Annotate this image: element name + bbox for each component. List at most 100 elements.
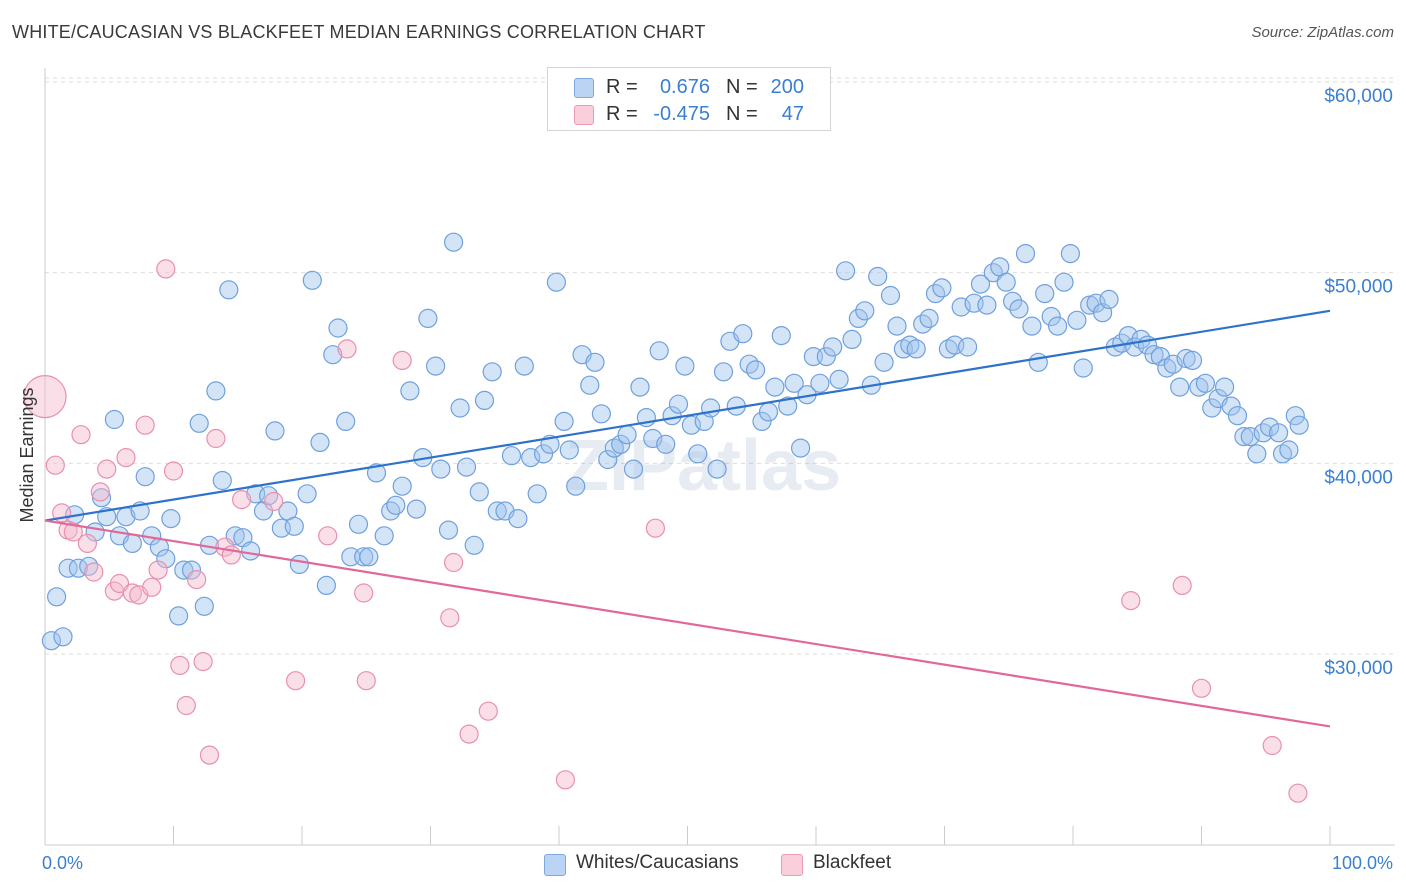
whites-caucasians-point (444, 232, 464, 252)
blackfeet-point (1172, 575, 1192, 596)
whites-caucasians-point (1060, 244, 1081, 264)
whites-caucasians-point (758, 402, 779, 422)
blackfeet-point (193, 651, 213, 672)
blackfeet-point (109, 573, 130, 594)
blackfeet-point (555, 770, 576, 790)
whites-caucasians-point (713, 362, 734, 382)
whites-caucasians-point (1035, 284, 1055, 304)
blackfeet-point (90, 482, 110, 502)
whites-caucasians-point (310, 432, 330, 452)
whites-caucasians-point (765, 377, 785, 397)
blackfeet-point (116, 448, 136, 468)
blackfeet-point (645, 518, 666, 538)
whites-caucasians-point (259, 486, 279, 506)
whites-caucasians-point (406, 499, 426, 519)
whites-caucasians-point (1279, 440, 1299, 460)
whites-caucasians-point (122, 533, 142, 554)
blackfeet-point (77, 533, 98, 554)
whites-caucasians-point (418, 308, 438, 328)
whites-caucasians-point (323, 345, 343, 365)
whites-caucasians-point (566, 476, 586, 496)
blackfeet-point (63, 522, 83, 542)
whites-caucasians-point (501, 446, 522, 466)
whites-caucasians-point (135, 467, 155, 487)
whites-caucasians-point (848, 308, 869, 328)
stats-legend: R = 0.676 N = 200 R = -0.475 N = 47 (547, 67, 831, 131)
source-label: Source: ZipAtlas.com (1251, 24, 1394, 41)
legend-label-whites: Whites/Caucasians (576, 852, 739, 873)
blackfeet-point (135, 415, 155, 435)
whites-caucasians-point (386, 495, 406, 515)
blackfeet-point (71, 425, 91, 445)
whites-caucasians-point (957, 337, 978, 357)
trendline-blackfeet (44, 519, 1331, 728)
blackfeet-point (1121, 590, 1141, 611)
whites-caucasians-point (328, 318, 348, 338)
blackfeet-point (264, 491, 284, 512)
whites-caucasians-point (206, 381, 226, 401)
chart-title: WHITE/CAUCASIAN VS BLACKFEET MEDIAN EARN… (12, 22, 706, 42)
whites-caucasians-point (450, 398, 470, 418)
blackfeet-point (170, 655, 190, 676)
whites-caucasians-point (189, 413, 209, 433)
whites-caucasians-point (1285, 406, 1305, 426)
whites-caucasians-point (265, 421, 285, 441)
whites-caucasians-point (970, 274, 991, 294)
blackfeet-point (1288, 783, 1308, 803)
whites-caucasians-point (156, 549, 176, 569)
legend-label-blackfeet: Blackfeet (813, 852, 892, 873)
whites-caucasians-point (533, 444, 554, 464)
whites-caucasians-point (868, 266, 888, 287)
whites-caucasians-point (623, 459, 644, 479)
whites-caucasians-point (212, 470, 232, 491)
whites-caucasians-point (681, 415, 702, 435)
legend-swatch-pink (574, 105, 594, 125)
whites-caucasians-point (359, 547, 379, 567)
whites-caucasians-point (1195, 373, 1216, 393)
whites-caucasians-point (174, 560, 194, 580)
whites-caucasians-point (668, 394, 689, 414)
legend-n-value: 200 (770, 76, 804, 98)
x-tick-labels: 0.0% 100.0% (42, 853, 1393, 873)
whites-caucasians-point (554, 411, 574, 431)
blackfeet-point (232, 490, 252, 510)
whites-caucasians-point (400, 381, 420, 401)
y-axis-label: Median Earnings (17, 387, 37, 522)
whites-caucasians-point (810, 373, 830, 393)
whites-caucasians-point (46, 587, 67, 607)
whites-caucasians-point (745, 360, 766, 380)
whites-caucasians-point (1067, 310, 1087, 330)
whites-caucasians-point (161, 508, 181, 529)
whites-caucasians-point (855, 301, 875, 321)
x-tick-label: 0.0% (42, 853, 83, 873)
blackfeet-point (337, 339, 357, 359)
whites-caucasians-point (1009, 299, 1029, 319)
whites-caucasians-point (1289, 415, 1309, 435)
whites-caucasians-point (611, 434, 631, 454)
whites-caucasians-point (823, 337, 843, 357)
whites-caucasians-point (392, 476, 412, 496)
trendline-whites-caucasians (44, 309, 1331, 522)
whites-caucasians-point (1054, 272, 1074, 292)
whites-caucasians-point (874, 352, 894, 372)
legend-n-label: N = (726, 76, 758, 98)
blackfeet-point (23, 375, 67, 419)
blackfeet-point (84, 562, 104, 582)
legend-r-label: R = (606, 76, 638, 98)
whites-caucasians-point (1268, 423, 1289, 443)
whites-caucasians-point (374, 526, 394, 546)
legend-swatch-pink (781, 854, 803, 876)
whites-caucasians-point (617, 425, 637, 445)
legend-n-label: N = (726, 103, 758, 125)
whites-caucasians-point (297, 484, 317, 504)
axes (44, 68, 1395, 846)
whites-caucasians-point (707, 459, 727, 479)
whites-caucasians-point (1073, 358, 1093, 378)
whites-caucasians-point (1234, 427, 1254, 447)
y-tick-label: $40,000 (1324, 467, 1393, 488)
blackfeet-point (199, 745, 220, 765)
whites-caucasians-point (316, 575, 336, 596)
y-tick-label: $60,000 (1324, 86, 1393, 107)
y-tick-label: $50,000 (1324, 277, 1393, 298)
whites-caucasians-point (58, 558, 78, 578)
